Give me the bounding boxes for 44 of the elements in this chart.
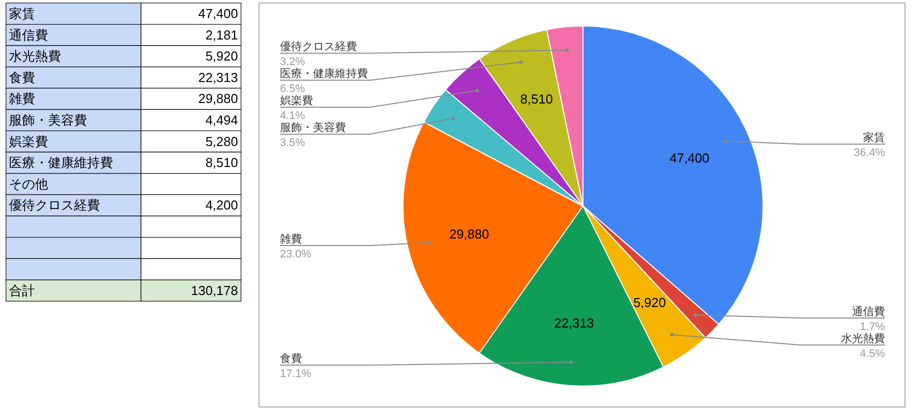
text: 36.4%	[854, 147, 885, 160]
category-label: その他	[9, 176, 48, 192]
data-label: 47,400	[198, 6, 238, 21]
data-label: 130,178	[191, 282, 238, 298]
category-label: 食費	[9, 70, 35, 85]
slice-label: 家賃	[863, 131, 885, 144]
data-label: 8,510	[520, 92, 553, 107]
category-label: 娯楽費	[9, 134, 48, 149]
text: 17.1%	[280, 368, 312, 380]
data-label: 29,880	[198, 91, 238, 106]
data-label: 4,200	[205, 198, 238, 213]
category-label: 水光熱費	[9, 48, 61, 64]
slice-label: 雑費	[280, 232, 302, 246]
data-label: 5,920	[633, 295, 666, 310]
text: 4.1%	[280, 110, 306, 122]
category-label: 家賃	[9, 6, 35, 21]
slice-label: 服飾・美容費	[280, 121, 346, 134]
data-label: 22,313	[198, 70, 238, 85]
text: 3.5%	[280, 137, 306, 150]
category-label: 優待クロス経費	[9, 198, 100, 213]
data-label: 29,880	[449, 226, 490, 242]
data-label: 2,181	[205, 27, 238, 42]
text: 23.0%	[280, 248, 312, 261]
category-label: 雑費	[9, 91, 35, 106]
slice-label: 水光熱費	[841, 332, 885, 345]
category-label: 通信費	[9, 27, 48, 42]
category-label: 合計	[9, 282, 35, 298]
slice-label: 娯楽費	[280, 94, 313, 108]
data-label: 5,920	[205, 48, 238, 64]
data-label: 8,510	[205, 155, 238, 170]
text: 4.5%	[860, 348, 885, 360]
text: 6.5%	[280, 83, 306, 96]
category-label: 服飾・美容費	[9, 112, 87, 128]
data-label: 5,280	[205, 134, 238, 149]
data-label: 47,400	[670, 150, 710, 166]
slice-label: 優待クロス経費	[280, 40, 357, 54]
slice-label: 食費	[280, 352, 302, 366]
data-label: 22,313	[554, 316, 594, 331]
category-label: 医療・健康維持費	[9, 155, 113, 170]
slice-label: 医療・健康維持費	[280, 67, 368, 80]
text: 1.7%	[860, 320, 885, 333]
data-label: 4,494	[205, 112, 238, 128]
slice-label: 通信費	[852, 304, 885, 318]
text: 3.2%	[280, 56, 306, 68]
